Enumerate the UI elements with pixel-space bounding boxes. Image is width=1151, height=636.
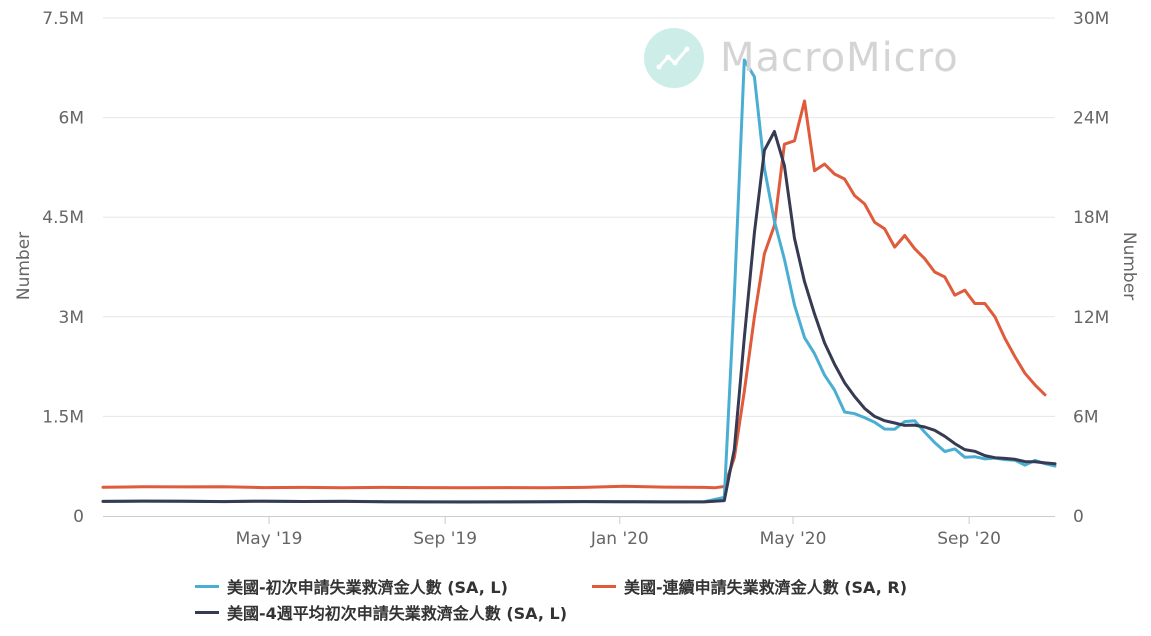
x-axis: May '19 Sep '19 Jan '20 May '20 Sep '20 bbox=[103, 516, 1055, 549]
left-tick-label: 4.5M bbox=[42, 208, 84, 228]
right-tick-label: 24M bbox=[1073, 109, 1109, 129]
left-tick-label: 1.5M bbox=[42, 407, 84, 427]
watermark: MacroMicro bbox=[644, 28, 959, 88]
right-tick-label: 0 bbox=[1073, 507, 1084, 527]
legend-label: 美國-4週平均初次申請失業救濟金人數 (SA, L) bbox=[227, 604, 568, 623]
watermark-text: MacroMicro bbox=[720, 35, 959, 81]
legend-item-continuing-claims[interactable]: 美國-連續申請失業救濟金人數 (SA, R) bbox=[592, 574, 907, 598]
grid-lines bbox=[103, 17, 1055, 417]
series-line-2[interactable] bbox=[101, 130, 1057, 504]
series-line-0[interactable] bbox=[101, 58, 1057, 504]
right-axis-title: Number bbox=[1119, 232, 1139, 300]
left-tick-label: 7.5M bbox=[42, 9, 84, 29]
right-axis-ticks: 0 6M 12M 18M 24M 30M bbox=[1073, 9, 1109, 527]
left-tick-label: 0 bbox=[73, 507, 84, 527]
right-tick-label: 18M bbox=[1073, 208, 1109, 228]
x-tick-label: Jan '20 bbox=[590, 529, 649, 549]
legend-item-4wk-average[interactable]: 美國-4週平均初次申請失業救濟金人數 (SA, L) bbox=[195, 600, 567, 624]
left-tick-label: 6M bbox=[59, 109, 84, 129]
legend-label: 美國-連續申請失業救濟金人數 (SA, R) bbox=[624, 578, 908, 597]
right-tick-label: 12M bbox=[1073, 308, 1109, 328]
legend-swatch bbox=[195, 584, 219, 588]
trend-chart-icon bbox=[644, 28, 704, 88]
left-axis-ticks: 0 1.5M 3M 4.5M 6M 7.5M bbox=[42, 9, 84, 527]
x-tick-label: Sep '19 bbox=[413, 529, 477, 549]
legend-label: 美國-初次申請失業救濟金人數 (SA, L) bbox=[227, 578, 508, 597]
series-lines bbox=[101, 58, 1057, 504]
right-tick-label: 30M bbox=[1073, 9, 1109, 29]
legend-item-initial-claims[interactable]: 美國-初次申請失業救濟金人數 (SA, L) bbox=[195, 574, 508, 598]
right-tick-label: 6M bbox=[1073, 407, 1098, 427]
x-tick-label: May '20 bbox=[760, 529, 827, 549]
legend-swatch bbox=[592, 584, 616, 588]
left-tick-label: 3M bbox=[59, 308, 84, 328]
left-axis-title: Number bbox=[14, 232, 34, 300]
x-tick-label: May '19 bbox=[236, 529, 303, 549]
x-tick-label: Sep '20 bbox=[937, 529, 1001, 549]
legend-swatch bbox=[195, 610, 219, 614]
series-line-1[interactable] bbox=[101, 99, 1047, 490]
